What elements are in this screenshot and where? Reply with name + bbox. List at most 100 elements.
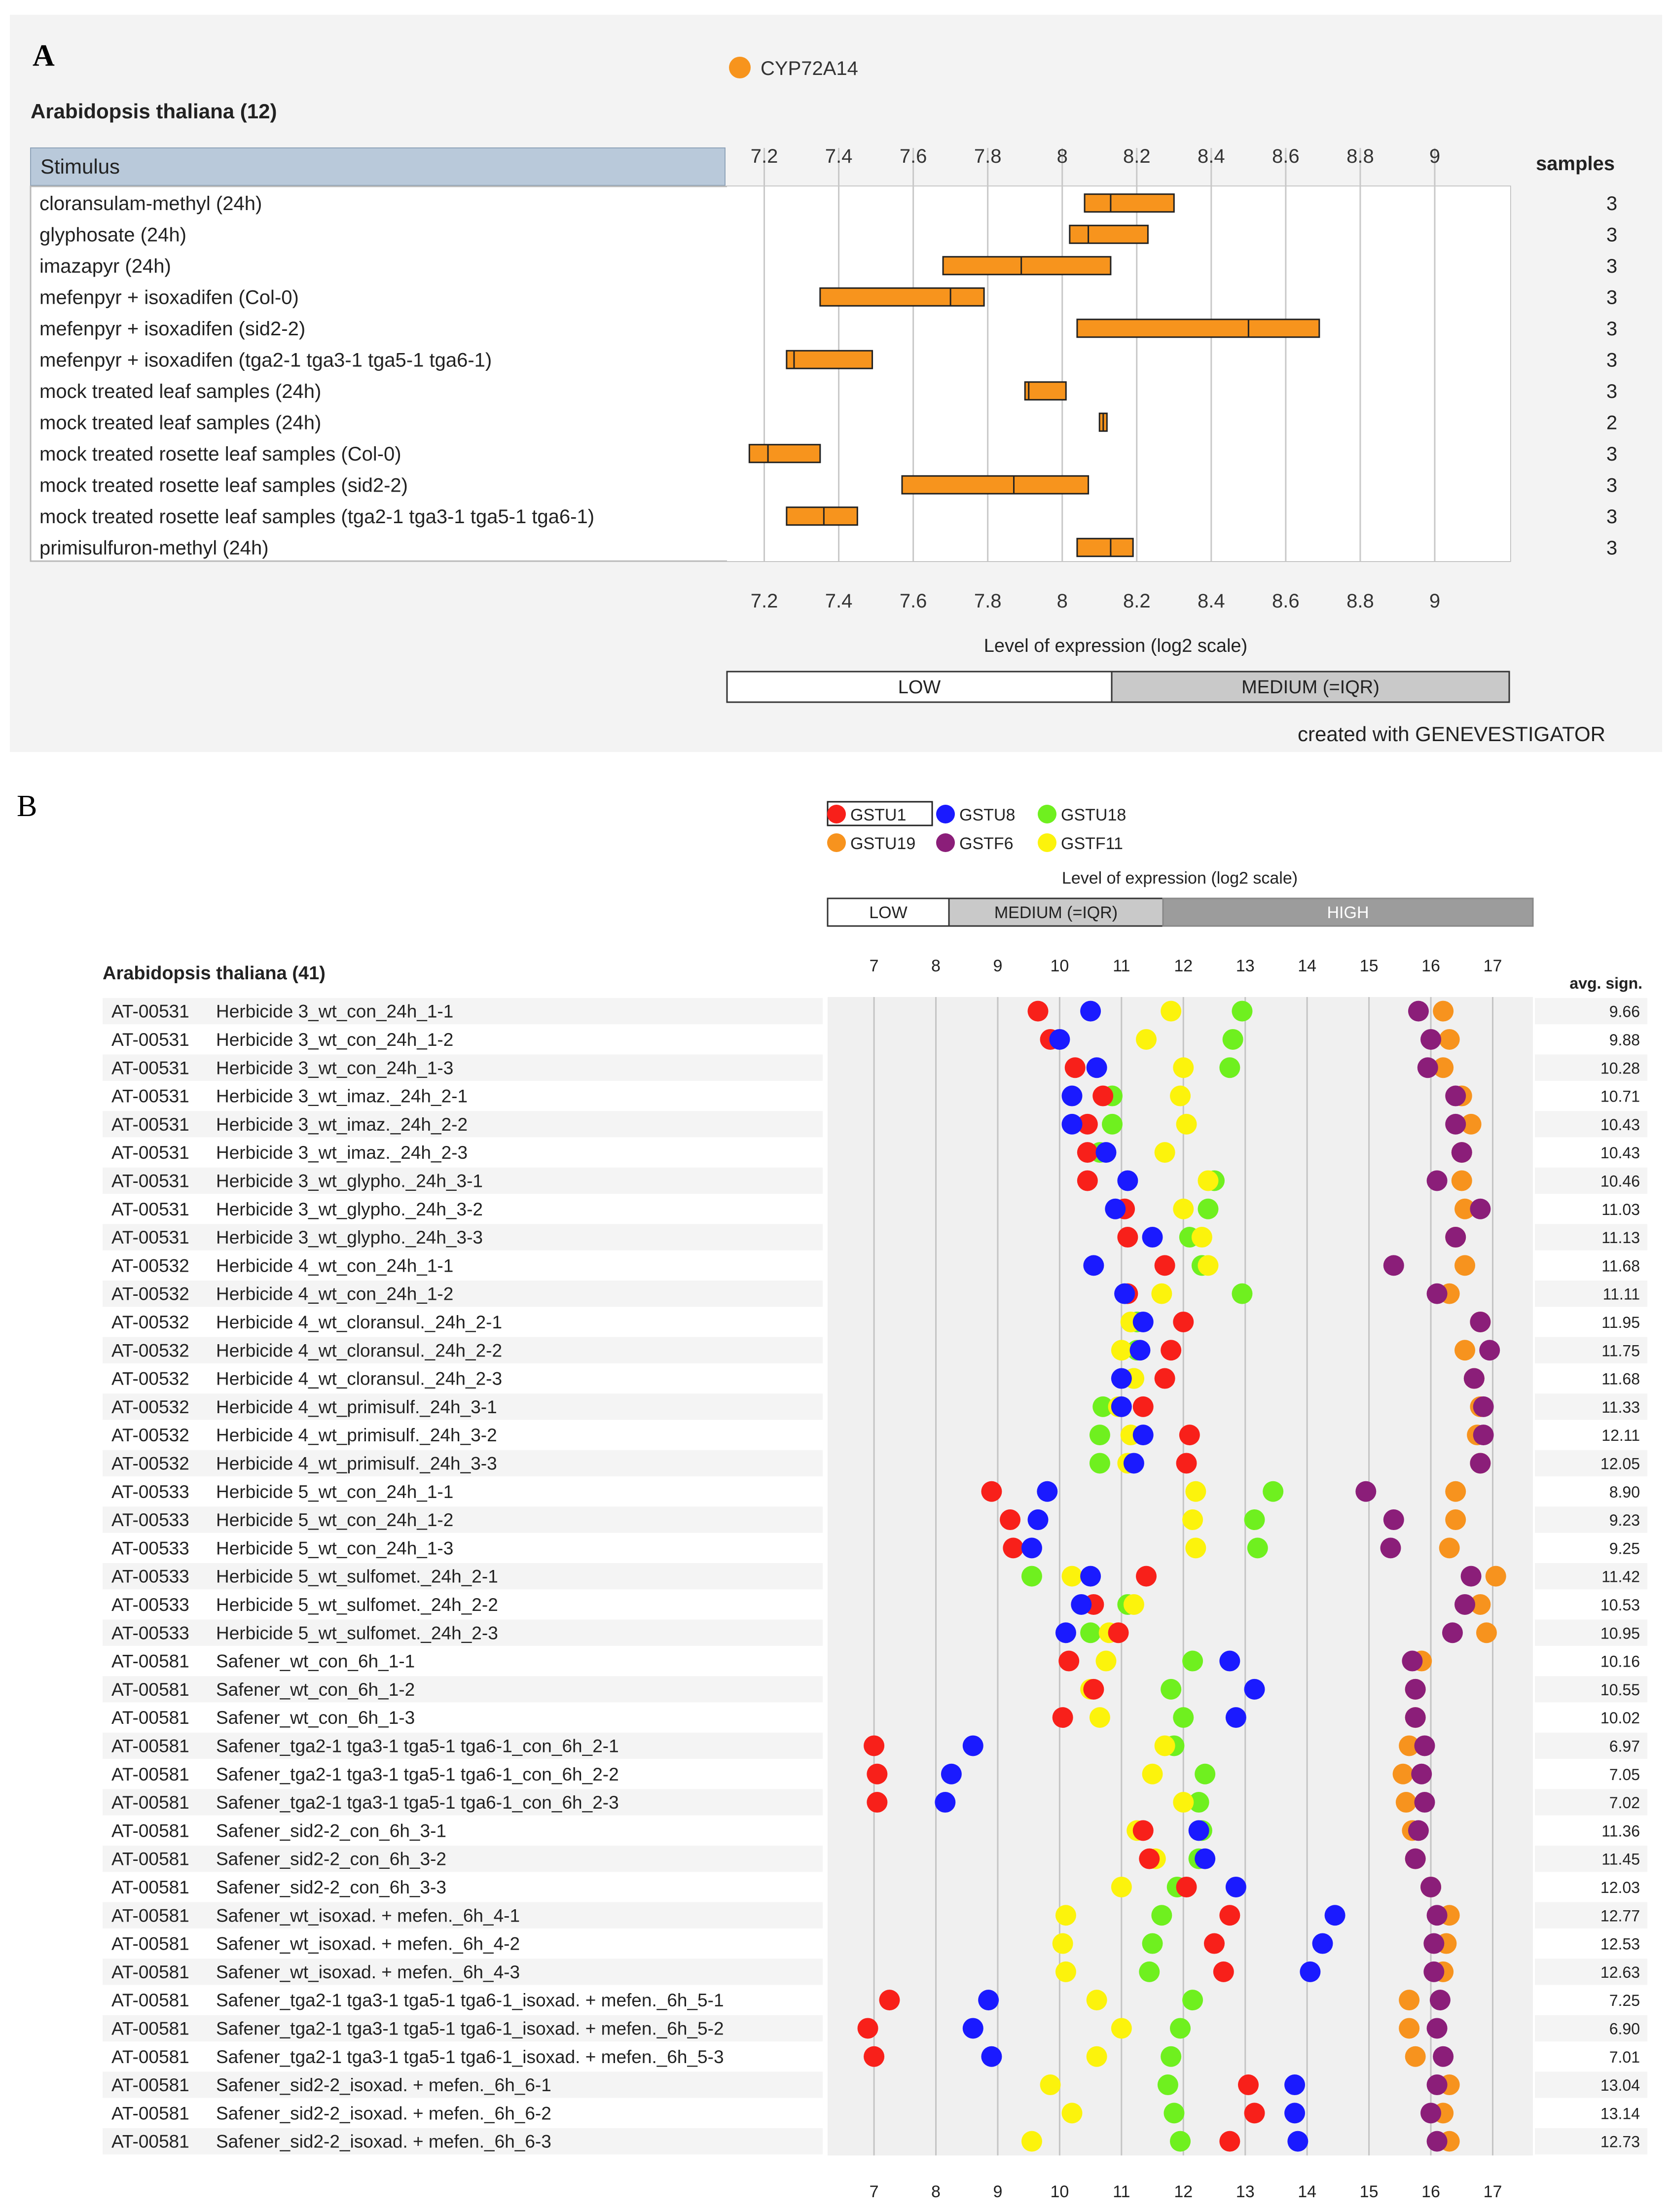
samples-count: 3 [1606, 286, 1617, 308]
row-stripe [103, 1817, 823, 1844]
point-gstf6 [1473, 1425, 1494, 1446]
point-gstf11 [1055, 1905, 1076, 1926]
level-medium-b [948, 897, 1164, 927]
avg-stripe [1535, 1337, 1647, 1363]
tick-bottom-a: 8.6 [1272, 590, 1300, 612]
tick-top-b: 17 [1484, 957, 1502, 975]
point-gstf11 [1055, 1961, 1076, 1982]
avg-signal: 10.43 [1600, 1144, 1640, 1162]
sample-name: Safener_tga2-1 tga3-1 tga5-1 tga6-1_isox… [216, 2018, 724, 2038]
legend-label-gstu8: GSTU8 [959, 806, 1015, 824]
avg-signal: 11.75 [1601, 1342, 1640, 1359]
sample-id: AT-00532 [111, 1425, 189, 1445]
point-gstu1 [864, 1735, 885, 1756]
point-gstf6 [1426, 1170, 1448, 1191]
avg-signal: 9.88 [1609, 1031, 1640, 1049]
sample-id: AT-00531 [111, 1171, 189, 1191]
avg-stripe [1535, 1732, 1647, 1759]
point-gstu1 [1077, 1142, 1098, 1163]
row-stripe [103, 1732, 823, 1759]
avg-signal: 11.45 [1601, 1851, 1640, 1868]
box-cyp72a14 [901, 475, 1090, 495]
point-gstf6 [1426, 2018, 1448, 2039]
sample-id: AT-00532 [111, 1340, 189, 1360]
avg-signal: 10.53 [1600, 1596, 1640, 1614]
point-gstf6 [1414, 1792, 1435, 1813]
row-stripe [103, 1478, 823, 1505]
avg-signal: 11.95 [1601, 1314, 1640, 1331]
stimulus-label: mock treated leaf samples (24h) [39, 381, 321, 402]
row-stripe [103, 2128, 823, 2155]
row-stripe [103, 1619, 823, 1646]
legend-swatch-gstu19 [827, 833, 846, 852]
avg-signal: 12.05 [1600, 1455, 1640, 1472]
stimulus-label: primisulfuron-methyl (24h) [39, 537, 269, 559]
sample-name: Safener_tga2-1 tga3-1 tga5-1 tga6-1_con_… [216, 1764, 619, 1784]
level-medium-label-b: MEDIUM (=IQR) [994, 903, 1118, 922]
avg-signal: 10.71 [1600, 1088, 1640, 1106]
point-gstu8 [1080, 1000, 1101, 1022]
avg-stripe [1535, 1846, 1647, 1872]
row-stripe [103, 1309, 823, 1335]
sample-name: Herbicide 5_wt_con_24h_1-1 [216, 1482, 453, 1502]
avg-stripe [1535, 1789, 1647, 1816]
row-stripe [103, 1224, 823, 1250]
point-gstu19 [1445, 1509, 1466, 1531]
point-gstf6 [1405, 1678, 1426, 1700]
avg-signal: 11.68 [1601, 1257, 1640, 1275]
row-stripe [103, 1026, 823, 1053]
stimulus-label: mock treated rosette leaf samples (sid2-… [39, 474, 408, 496]
avg-stripe [1535, 1563, 1647, 1590]
point-gstf6 [1405, 1848, 1426, 1869]
point-gstu8 [1055, 1622, 1076, 1643]
point-gstu8 [1284, 2103, 1306, 2124]
point-gstu8 [1300, 1961, 1321, 1982]
sample-name: Herbicide 3_wt_glypho._24h_3-1 [216, 1171, 483, 1191]
point-gstf6 [1463, 1368, 1485, 1389]
avg-stripe [1535, 1817, 1647, 1844]
avg-signal: 12.53 [1600, 1935, 1640, 1953]
point-gstu1 [1154, 1255, 1175, 1276]
point-gstf6 [1423, 1961, 1445, 1982]
sample-id: AT-00531 [111, 1058, 189, 1078]
legend-swatch-gstf11 [1038, 833, 1056, 852]
tick-bottom-a: 7.2 [751, 590, 778, 612]
tick-top-a: 7.6 [900, 145, 927, 167]
point-gstu19 [1392, 1763, 1414, 1784]
point-gstu8 [1105, 1198, 1126, 1219]
avg-stripe [1535, 998, 1647, 1025]
avg-stripe [1535, 1902, 1647, 1928]
point-gstu1 [1052, 1707, 1073, 1728]
avg-stripe [1535, 2100, 1647, 2126]
row-stripe [103, 1422, 823, 1448]
point-gstu8 [1287, 2131, 1309, 2152]
stimulus-label: mock treated rosette leaf samples (Col-0… [39, 443, 401, 465]
point-gstf6 [1426, 1283, 1448, 1304]
level-low-b [827, 897, 950, 927]
avg-signal: 11.36 [1601, 1822, 1640, 1840]
plot-area-b [828, 997, 1533, 2156]
samples-count: 3 [1606, 193, 1617, 214]
sample-name: Herbicide 3_wt_con_24h_1-1 [216, 1001, 453, 1022]
point-gstu19 [1395, 1792, 1417, 1813]
point-gstu1 [1000, 1509, 1021, 1531]
point-gstf11 [1061, 2103, 1083, 2124]
avg-signal: 9.23 [1609, 1511, 1640, 1529]
row-stripe [103, 1534, 823, 1561]
sample-name: Herbicide 4_wt_primisulf._24h_3-1 [216, 1397, 497, 1417]
avg-stripe [1535, 1506, 1647, 1533]
species-title-b: Arabidopsis thaliana (41) [103, 963, 326, 984]
sample-name: Herbicide 3_wt_con_24h_1-3 [216, 1058, 453, 1078]
row-stripe [103, 1337, 823, 1363]
avg-signal: 9.66 [1609, 1003, 1640, 1021]
point-gstf6 [1445, 1113, 1466, 1135]
avg-header: avg. sign. [1569, 974, 1642, 992]
point-gstu1 [1132, 1820, 1154, 1841]
avg-signal: 7.25 [1609, 1992, 1640, 2009]
tick-bottom-b: 15 [1360, 2182, 1379, 2201]
avg-stripe [1535, 1874, 1647, 1900]
stimulus-label: mefenpyr + isoxadifen (sid2-2) [39, 318, 305, 340]
level-high-b [1162, 897, 1534, 927]
point-gstu18 [1222, 1029, 1243, 1050]
point-gstf6 [1380, 1537, 1401, 1559]
